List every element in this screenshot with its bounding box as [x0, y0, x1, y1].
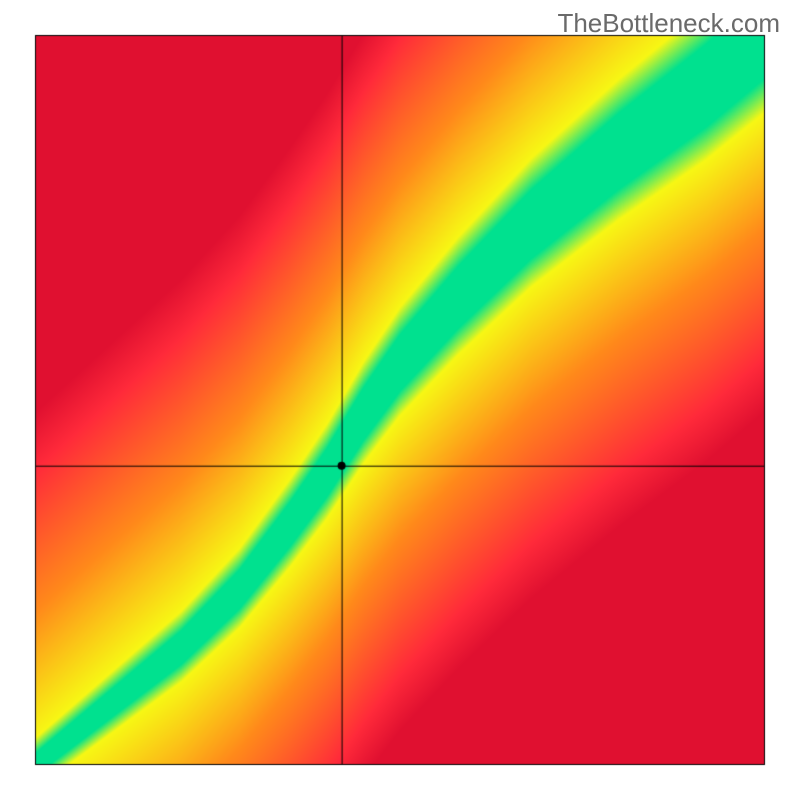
- chart-container: TheBottleneck.com: [0, 0, 800, 800]
- watermark-text: TheBottleneck.com: [557, 8, 780, 39]
- heatmap-canvas: [0, 0, 800, 800]
